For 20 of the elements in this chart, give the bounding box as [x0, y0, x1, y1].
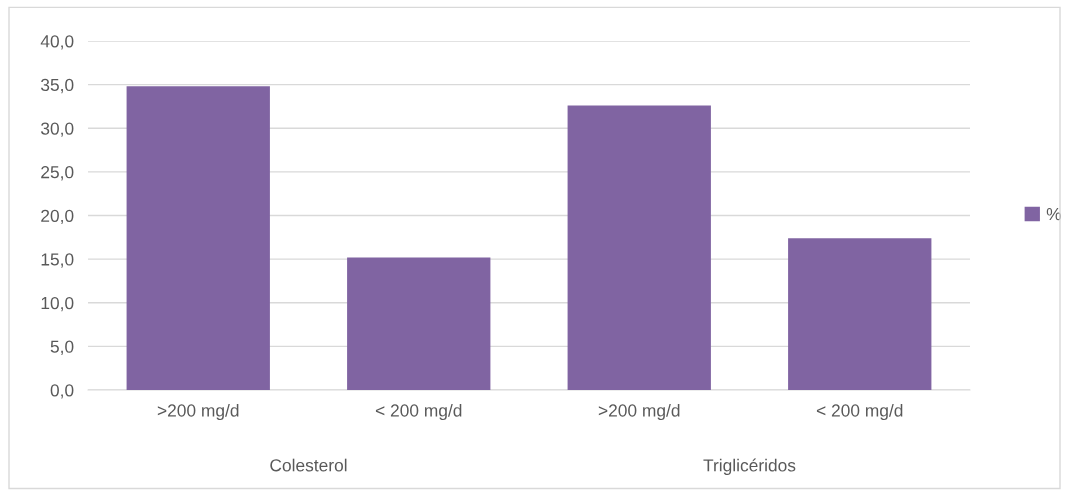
y-tick-label: 30,0	[40, 122, 74, 137]
x-tick-label: >200 mg/d	[157, 403, 239, 421]
x-tick-label: >200 mg/d	[598, 403, 680, 421]
y-tick-label: 0,0	[50, 384, 74, 399]
y-tick-label: 15,0	[41, 253, 74, 268]
text: Colesterol	[270, 458, 347, 472]
text: Triglicéridos	[703, 458, 796, 475]
y-tick-label: 25,0	[41, 166, 74, 181]
x-tick-label: < 200 mg/d	[816, 403, 903, 421]
y-tick-label: 10,0	[41, 296, 74, 312]
y-tick-label: 40,0	[40, 35, 74, 50]
legend-label: %	[1046, 207, 1061, 221]
bar	[347, 257, 491, 390]
bar	[788, 238, 932, 390]
y-tick-label: 35,0	[40, 78, 74, 94]
y-tick-label: 5,0	[50, 340, 74, 355]
y-tick-label: 20,0	[41, 209, 74, 225]
bar	[126, 86, 270, 390]
x-tick-label: < 200 mg/d	[375, 403, 462, 421]
bar	[567, 105, 711, 390]
